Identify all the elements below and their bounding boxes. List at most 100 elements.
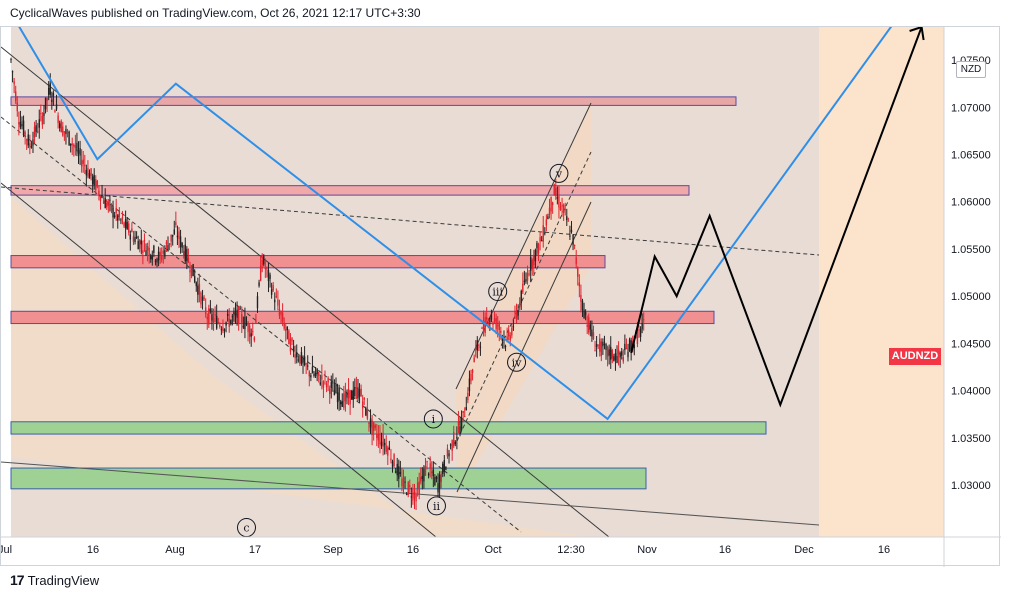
candle-body <box>307 365 309 367</box>
candle-body <box>18 122 20 125</box>
chart-frame[interactable]: iiiiiiivvc1.075001.070001.065001.060001.… <box>0 26 1001 567</box>
candle-body <box>151 256 153 260</box>
candle-body <box>641 323 643 330</box>
candle-body <box>416 482 419 489</box>
candle-body <box>132 236 135 242</box>
candle-body <box>150 255 152 260</box>
candle-body <box>318 371 320 376</box>
time-axis-label: 16 <box>719 544 731 556</box>
candle-body <box>167 245 169 251</box>
wave-circle-iv <box>507 352 527 372</box>
candle-body <box>556 197 559 199</box>
candle-body <box>451 440 453 451</box>
candle-body <box>33 126 36 138</box>
candle-body <box>591 329 593 337</box>
support-zone <box>10 421 767 435</box>
candle-body <box>162 250 164 254</box>
candle-body <box>621 351 623 356</box>
footer-brand[interactable]: TradingView <box>27 572 100 588</box>
resistance-zone <box>10 185 690 196</box>
resistance-zone <box>10 310 715 325</box>
time-axis-label: Dec <box>794 544 814 556</box>
candle-body <box>292 346 295 352</box>
candle-body <box>580 294 582 302</box>
candle-body <box>219 324 221 327</box>
candle-body <box>539 237 541 242</box>
time-axis-label: Sep <box>323 544 343 556</box>
candle-body <box>551 202 554 205</box>
candle-body <box>300 352 303 364</box>
price-chart[interactable]: iiiiiiivvc1.075001.070001.065001.060001.… <box>1 27 1001 567</box>
candle-body <box>566 216 568 221</box>
candle-body <box>77 150 80 154</box>
candle-body <box>460 417 463 430</box>
currency-label[interactable]: NZD <box>956 61 986 78</box>
candle-body <box>281 312 284 322</box>
candle-body <box>442 463 444 474</box>
price-axis-label: 1.04000 <box>951 386 991 398</box>
candle-body <box>26 139 28 141</box>
candle-body <box>332 382 334 384</box>
candle-body <box>536 242 538 249</box>
price-axis-label: 1.06000 <box>951 197 991 209</box>
candle-body <box>354 386 356 396</box>
candle-body <box>54 110 56 113</box>
candle-body <box>101 195 103 197</box>
wave-label-iii: iii <box>488 281 508 301</box>
candle-body <box>131 228 133 232</box>
candle-body <box>387 447 389 456</box>
candle-body <box>490 314 493 320</box>
candle-body <box>209 308 212 312</box>
candle-body <box>215 315 218 329</box>
candle-body <box>602 341 604 347</box>
candle-body <box>360 388 362 396</box>
candle-body <box>606 346 609 357</box>
candle-body <box>369 418 372 428</box>
candle-body <box>233 311 235 315</box>
candle-body <box>525 279 527 282</box>
candle-body <box>220 329 223 331</box>
candle-body <box>137 240 139 250</box>
time-axis-label: Jul <box>1 544 12 556</box>
price-axis-label: 1.07000 <box>951 102 991 114</box>
tradingview-logo-icon[interactable]: 17 <box>10 572 25 588</box>
candle-body <box>181 242 183 248</box>
candle-body <box>57 115 59 123</box>
candle-body <box>410 496 413 498</box>
candle-body <box>201 296 204 301</box>
candle-body <box>252 331 254 333</box>
candle-body <box>27 134 29 146</box>
candle-body <box>87 167 89 177</box>
candle-body <box>310 375 312 378</box>
candle-body <box>476 340 478 351</box>
candle-body <box>29 143 31 147</box>
wave-text-i: i <box>432 413 436 426</box>
candle-body <box>377 433 380 441</box>
candle-body <box>93 174 95 186</box>
candle-body <box>217 322 219 324</box>
candle-body <box>102 200 105 204</box>
candle-body <box>161 256 163 260</box>
candle-body <box>603 343 606 345</box>
candle-body <box>526 272 529 281</box>
channel-mid-line <box>1 116 522 533</box>
candle-body <box>542 225 544 242</box>
candle-body <box>109 199 111 201</box>
candle-body <box>165 242 168 244</box>
price-axis-label: 1.03500 <box>951 433 991 445</box>
candle-body <box>129 234 132 240</box>
candle-body <box>51 99 53 102</box>
candle-body <box>269 274 271 279</box>
chart-header: CyclicalWaves published on TradingView.c… <box>10 6 421 20</box>
candle-body <box>545 219 548 226</box>
candle-body <box>99 196 102 202</box>
candle-body <box>586 324 588 328</box>
candle-body <box>327 377 329 383</box>
wave-circle-ii <box>426 496 446 516</box>
candle-body <box>197 285 199 295</box>
candle-body <box>544 232 546 234</box>
candle-body <box>157 251 160 261</box>
candle-body <box>523 280 526 283</box>
candle-body <box>409 485 411 488</box>
candle-body <box>297 359 300 361</box>
